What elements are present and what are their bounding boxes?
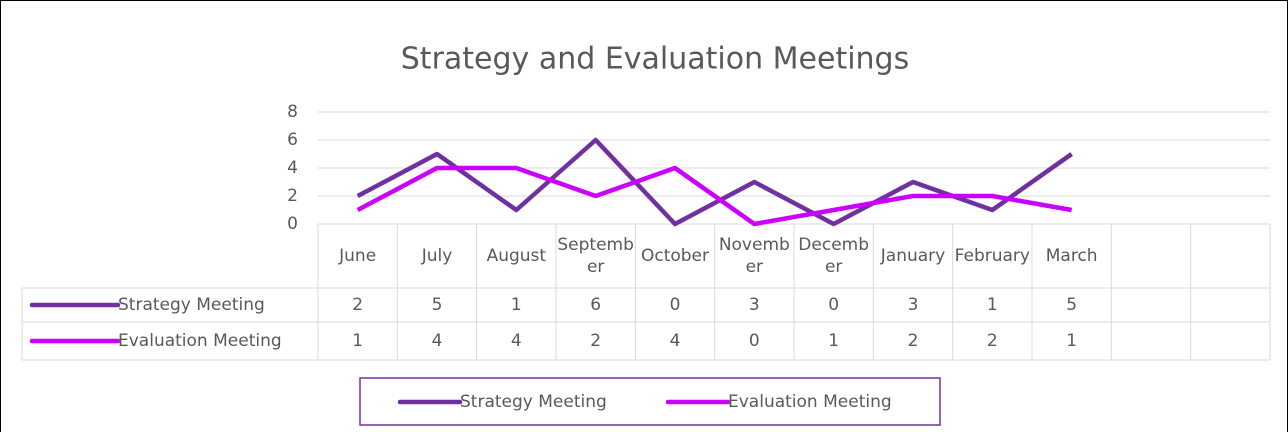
x-tick-label-box: January (880, 246, 946, 266)
legend-label: Strategy Meeting (460, 392, 607, 412)
table-cell: 0 (670, 295, 681, 315)
table-row-label: Evaluation Meeting (118, 331, 282, 351)
table-cell: 0 (828, 295, 839, 315)
x-tick-label: December (798, 235, 870, 277)
x-tick-label-box: February (954, 246, 1030, 266)
x-tick-label: August (486, 246, 547, 266)
x-tick-label-box: March (1045, 246, 1098, 266)
table-cell: 1 (828, 331, 839, 351)
x-tick-label: January (880, 246, 946, 266)
table-cell: 1 (987, 295, 998, 315)
y-tick-label: 4 (287, 158, 298, 178)
table-cell: 1 (1066, 331, 1077, 351)
table-cell: 5 (432, 295, 443, 315)
x-tick-label: September (557, 235, 634, 277)
x-tick-label: March (1045, 246, 1098, 266)
x-tick-label-box: June (339, 246, 377, 266)
x-tick-label-box: December (798, 235, 870, 277)
table-cell: 2 (590, 331, 601, 351)
x-tick-label: July (421, 246, 453, 266)
table-cell: 6 (590, 295, 601, 315)
x-tick-label: June (339, 246, 377, 266)
x-tick-label: October (640, 246, 710, 266)
x-tick-label: February (954, 246, 1030, 266)
x-tick-label-box: September (557, 235, 634, 277)
table-cell: 5 (1066, 295, 1077, 315)
legend-box (359, 377, 941, 426)
table-cell: 1 (352, 331, 363, 351)
table-cell: 2 (908, 331, 919, 351)
table-row-label: Strategy Meeting (118, 295, 265, 315)
table-cell: 4 (511, 331, 522, 351)
y-tick-label: 0 (287, 214, 298, 234)
table-cell: 0 (749, 331, 760, 351)
x-tick-label-box: August (486, 246, 547, 266)
legend-label: Evaluation Meeting (728, 392, 892, 412)
y-tick-label: 2 (287, 186, 298, 206)
table-cell: 4 (670, 331, 681, 351)
x-tick-label: November (718, 235, 790, 277)
table-cell: 1 (511, 295, 522, 315)
table-cell: 2 (352, 295, 363, 315)
y-tick-label: 6 (287, 130, 298, 150)
x-tick-label-box: July (421, 246, 453, 266)
series-line (356, 165, 1073, 227)
table-cell: 3 (908, 295, 919, 315)
x-tick-label-box: November (718, 235, 790, 277)
table-cell: 4 (432, 331, 443, 351)
chart-title: Strategy and Evaluation Meetings (401, 42, 909, 77)
y-tick-label: 8 (287, 102, 298, 122)
x-tick-label-box: October (640, 246, 710, 266)
table-cell: 3 (749, 295, 760, 315)
table-cell: 2 (987, 331, 998, 351)
